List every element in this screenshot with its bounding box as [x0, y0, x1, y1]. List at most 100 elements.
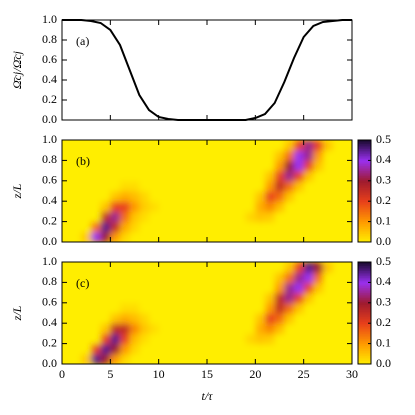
colorbar-swatch — [358, 172, 371, 175]
y-axis-label: z/L — [10, 183, 24, 199]
heatmap-cell — [197, 282, 208, 294]
heatmap-cell — [207, 292, 218, 304]
heatmap-cell — [129, 343, 140, 355]
heatmap-cell — [62, 170, 73, 182]
heatmap-cell — [71, 323, 82, 334]
heatmap-cell — [236, 221, 247, 233]
heatmap-cell — [62, 180, 73, 192]
y-tick-label: 0.6 — [42, 52, 57, 66]
heatmap-cell — [91, 140, 102, 151]
x-axis-label: t/τ — [202, 389, 214, 403]
heatmap-cell — [81, 323, 92, 334]
heatmap-cell — [168, 221, 179, 233]
colorbar-swatch — [358, 265, 371, 268]
heatmap-cell — [265, 211, 276, 223]
heatmap-cell — [168, 272, 179, 283]
heatmap-cell — [100, 313, 111, 324]
colorbar-swatch — [358, 168, 371, 172]
heatmap-cell — [332, 191, 343, 202]
panel: 0.0 0.1 0.2 0.3 0.4 0.5 0.0 0.2 0.4 0.6 0.8 1.0 0 5 10… — [10, 254, 391, 403]
heatmap-cell — [187, 150, 198, 161]
heatmap-cell — [274, 170, 285, 182]
heatmap-cell — [332, 353, 343, 364]
heatmap-cell — [197, 343, 208, 355]
heatmap-cell — [197, 262, 208, 273]
heatmap-cell — [100, 170, 111, 182]
heatmap-cell — [168, 170, 179, 182]
heatmap-cell — [313, 343, 324, 355]
heatmap-cell — [216, 191, 227, 202]
heatmap-cell — [197, 272, 208, 283]
heatmap-cell — [342, 211, 352, 223]
heatmap-cell — [274, 282, 285, 294]
heatmap-cell — [294, 191, 305, 202]
heatmap-cell — [323, 343, 334, 355]
colorbar-swatch — [358, 275, 371, 278]
colorbar-swatch — [358, 345, 371, 348]
heatmap-cell — [294, 333, 305, 345]
y-tick-label: 0.2 — [42, 335, 57, 349]
heatmap-cell — [207, 302, 218, 314]
heatmap-cell — [255, 302, 266, 314]
colorbar-swatch — [358, 321, 371, 324]
heatmap-cell — [149, 201, 160, 212]
heatmap-cell — [284, 282, 295, 294]
heatmap-cell — [139, 313, 150, 324]
heatmap-cell — [303, 292, 314, 304]
heatmap-cell — [129, 221, 140, 233]
heatmap-cell — [323, 231, 334, 242]
heatmap-cell — [216, 353, 227, 364]
heatmap-cell — [265, 140, 276, 151]
panel-label: (c) — [76, 276, 89, 290]
heatmap-cell — [303, 201, 314, 212]
heatmap-cell — [342, 170, 352, 182]
heatmap-cell — [110, 292, 121, 304]
heatmap-cell — [207, 160, 218, 172]
colorbar-swatch — [358, 267, 371, 270]
colorbar-swatch — [358, 362, 371, 365]
colorbar-tick-label: 0.0 — [376, 356, 391, 370]
heatmap-cell — [110, 231, 121, 242]
heatmap-cell — [207, 323, 218, 334]
colorbar-swatch — [358, 145, 371, 148]
heatmap-cell — [91, 262, 102, 273]
heatmap-cell — [110, 180, 121, 192]
colorbar-swatch — [358, 148, 371, 151]
y-tick-label: 0.2 — [42, 213, 57, 227]
heatmap-cell — [129, 180, 140, 192]
heatmap-cell — [303, 231, 314, 242]
heatmap-cell — [158, 170, 169, 182]
heatmap-cell — [255, 292, 266, 304]
heatmap-cell — [342, 201, 352, 212]
colorbar-swatch — [358, 170, 371, 173]
heatmap-cell — [110, 160, 121, 172]
heatmap-cell — [100, 343, 111, 355]
heatmap-cell — [332, 272, 343, 283]
heatmap-cell — [265, 191, 276, 202]
heatmap-cell — [207, 180, 218, 192]
heatmap-cell — [139, 282, 150, 294]
heatmap-cell — [265, 323, 276, 334]
colorbar-swatch — [358, 319, 371, 322]
heatmap-cell — [284, 180, 295, 192]
heatmap-cell — [255, 160, 266, 172]
colorbar-swatch — [358, 157, 371, 160]
heatmap-cell — [265, 272, 276, 283]
heatmap-cell — [129, 282, 140, 294]
heatmap-cell — [274, 140, 285, 151]
heatmap-cell — [71, 343, 82, 355]
colorbar-swatch — [358, 358, 371, 362]
colorbar-swatch — [358, 174, 371, 177]
heatmap-cell — [158, 221, 169, 233]
heatmap-cell — [187, 221, 198, 233]
colorbar-swatch — [358, 262, 371, 265]
heatmap-cell — [71, 231, 82, 242]
colorbar-swatch — [358, 297, 371, 300]
colorbar-swatch — [358, 226, 371, 229]
colorbar-swatch — [358, 289, 371, 292]
heatmap-cell — [158, 201, 169, 212]
heatmap-cell — [178, 262, 189, 273]
colorbar-swatch — [358, 273, 371, 277]
heatmap-cell — [274, 180, 285, 192]
colorbar-swatch — [358, 311, 371, 314]
